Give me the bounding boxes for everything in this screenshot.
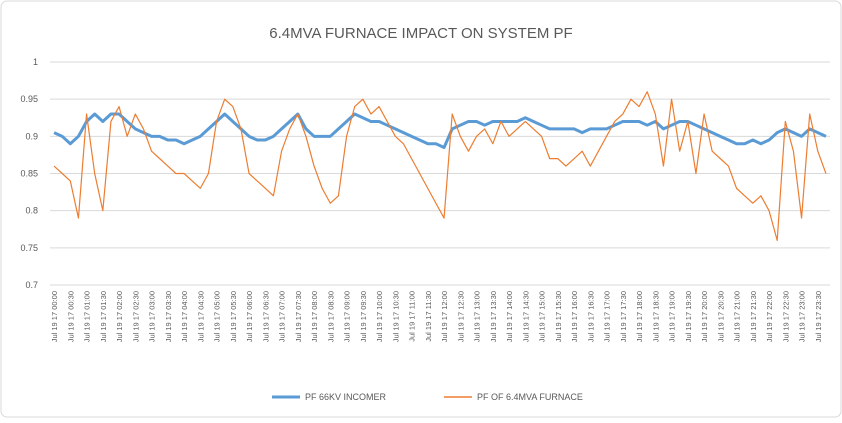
x-tick-label: Jul 19 17 19:30 — [684, 291, 693, 342]
legend-label: PF 66KV INCOMER — [305, 392, 387, 402]
x-tick-label: Jul 19 17 01:00 — [83, 291, 92, 342]
x-tick-label: Jul 19 17 09:30 — [359, 291, 368, 342]
x-tick-label: Jul 19 17 10:30 — [391, 291, 400, 342]
x-tick-label: Jul 19 17 06:30 — [261, 291, 270, 342]
x-tick-label: Jul 19 17 02:00 — [115, 291, 124, 342]
x-tick-label: Jul 19 17 05:00 — [213, 291, 222, 342]
x-tick-label: Jul 19 17 07:00 — [278, 291, 287, 342]
y-tick-label: 0.85 — [20, 169, 38, 179]
x-tick-label: Jul 19 17 23:30 — [814, 291, 823, 342]
legend-label: PF OF 6.4MVA FURNACE — [477, 392, 583, 402]
x-tick-label: Jul 19 17 09:00 — [343, 291, 352, 342]
chart-title: 6.4MVA FURNACE IMPACT ON SYSTEM PF — [269, 25, 572, 42]
y-tick-label: 0.7 — [25, 280, 38, 290]
x-tick-label: Jul 19 17 07:30 — [294, 291, 303, 342]
x-tick-label: Jul 19 17 08:30 — [326, 291, 335, 342]
x-tick-label: Jul 19 17 06:00 — [245, 291, 254, 342]
x-tick-label: Jul 19 17 00:00 — [50, 291, 59, 342]
y-tick-label: 0.8 — [25, 206, 38, 216]
x-tick-label: Jul 19 17 08:00 — [310, 291, 319, 342]
x-tick-label: Jul 19 17 21:30 — [749, 291, 758, 342]
x-tick-label: Jul 19 17 16:00 — [570, 291, 579, 342]
x-tick-label: Jul 19 17 04:00 — [180, 291, 189, 342]
x-tick-label: Jul 19 17 15:00 — [538, 291, 547, 342]
x-tick-label: Jul 19 17 22:00 — [765, 291, 774, 342]
x-tick-label: Jul 19 17 21:00 — [733, 291, 742, 342]
x-tick-label: Jul 19 17 03:00 — [148, 291, 157, 342]
y-tick-label: 0.75 — [20, 243, 38, 253]
x-tick-label: Jul 19 17 03:30 — [164, 291, 173, 342]
y-tick-label: 1 — [33, 57, 38, 67]
x-tick-label: Jul 19 17 17:30 — [619, 291, 628, 342]
x-tick-label: Jul 19 17 18:30 — [651, 291, 660, 342]
x-tick-label: Jul 19 17 12:30 — [456, 291, 465, 342]
x-tick-label: Jul 19 17 11:30 — [424, 291, 433, 342]
y-tick-label: 0.95 — [20, 94, 38, 104]
x-tick-label: Jul 19 17 23:00 — [798, 291, 807, 342]
x-tick-label: Jul 19 17 17:00 — [603, 291, 612, 342]
x-tick-label: Jul 19 17 10:00 — [375, 291, 384, 342]
x-tick-label: Jul 19 17 05:30 — [229, 291, 238, 342]
x-tick-label: Jul 19 17 13:00 — [473, 291, 482, 342]
x-tick-label: Jul 19 17 04:30 — [196, 291, 205, 342]
x-tick-label: Jul 19 17 02:30 — [131, 291, 140, 342]
x-tick-label: Jul 19 17 00:30 — [66, 291, 75, 342]
x-tick-label: Jul 19 17 19:00 — [668, 291, 677, 342]
x-tick-label: Jul 19 17 12:00 — [440, 291, 449, 342]
x-tick-label: Jul 19 17 14:00 — [505, 291, 514, 342]
x-tick-label: Jul 19 17 16:30 — [586, 291, 595, 342]
x-tick-label: Jul 19 17 18:00 — [635, 291, 644, 342]
series-line — [53, 112, 827, 149]
x-tick-label: Jul 19 17 20:30 — [716, 291, 725, 342]
x-tick-label: Jul 19 17 22:30 — [781, 291, 790, 342]
series-line — [53, 91, 827, 241]
x-tick-label: Jul 19 17 15:30 — [554, 291, 563, 342]
x-tick-label: Jul 19 17 20:00 — [700, 291, 709, 342]
y-tick-label: 0.9 — [25, 131, 38, 141]
x-tick-label: Jul 19 17 13:30 — [489, 291, 498, 342]
x-tick-label: Jul 19 17 01:30 — [99, 291, 108, 342]
x-tick-label: Jul 19 17 11:00 — [408, 291, 417, 342]
x-tick-label: Jul 19 17 14:30 — [521, 291, 530, 342]
